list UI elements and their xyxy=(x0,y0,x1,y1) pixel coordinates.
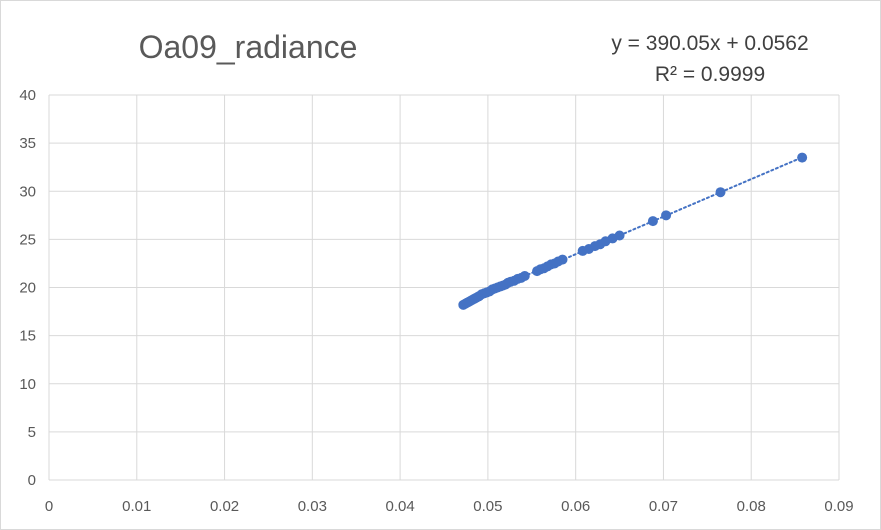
y-tick-label: 15 xyxy=(19,328,36,345)
data-point xyxy=(519,270,530,281)
x-tick-label: 0 xyxy=(45,498,53,515)
y-tick-label: 0 xyxy=(28,472,36,489)
y-tick-label: 5 xyxy=(28,424,36,441)
data-point xyxy=(797,152,808,163)
data-point xyxy=(715,187,726,198)
x-axis-tick-labels: 0 0.01 0.02 0.03 0.04 0.05 0.06 0.07 0.08 0.09 xyxy=(45,498,854,515)
y-tick-label: 40 xyxy=(19,87,36,104)
x-tick-label: 0.02 xyxy=(210,498,239,515)
data-point xyxy=(614,230,625,241)
series-points xyxy=(458,152,808,310)
y-axis-tick-labels: 0 5 10 15 20 25 30 35 40 xyxy=(19,87,36,489)
y-tick-label: 25 xyxy=(19,231,36,248)
data-point xyxy=(647,216,658,227)
x-tick-label: 0.01 xyxy=(122,498,151,515)
y-tick-label: 35 xyxy=(19,135,36,152)
y-tick-label: 10 xyxy=(19,376,36,393)
x-tick-label: 0.04 xyxy=(386,498,415,515)
trendline-equation: y = 390.05x + 0.0562 xyxy=(611,32,808,55)
gridlines xyxy=(48,94,840,481)
x-tick-label: 0.03 xyxy=(298,498,327,515)
data-point xyxy=(557,254,568,265)
x-tick-label: 0.08 xyxy=(737,498,766,515)
y-tick-label: 30 xyxy=(19,183,36,200)
x-tick-label: 0.07 xyxy=(649,498,678,515)
x-tick-label: 0.09 xyxy=(824,498,853,515)
y-tick-label: 20 xyxy=(19,280,36,297)
x-tick-label: 0.05 xyxy=(473,498,502,515)
trendline-r-squared: R² = 0.9999 xyxy=(655,63,765,86)
data-point xyxy=(661,210,672,221)
x-tick-label: 0.06 xyxy=(561,498,590,515)
chart-title: Oa09_radiance xyxy=(139,29,358,65)
